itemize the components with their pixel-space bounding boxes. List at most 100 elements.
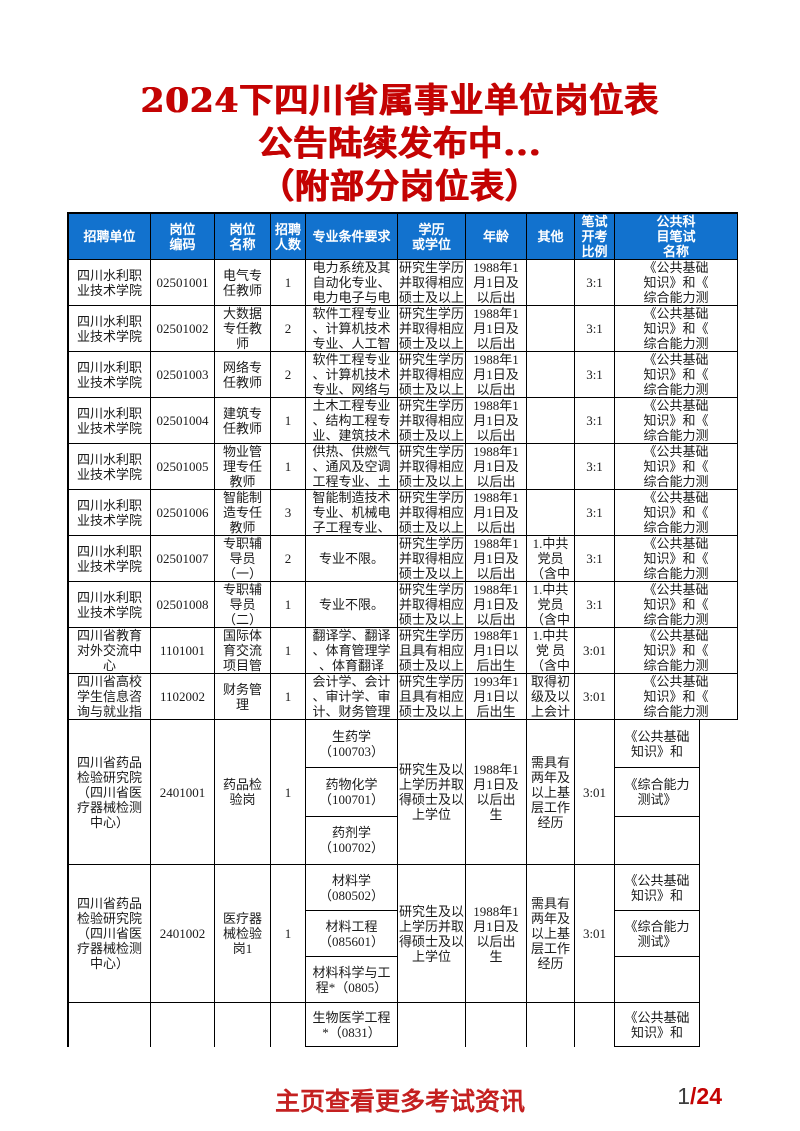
cell-major: 软件工程专业 、计算机技术 专业、网络与 [306,352,398,398]
cell-name: 药品检 验岗 [215,720,271,865]
cell-code: 02501005 [151,444,215,490]
cell-unit [69,1003,151,1047]
cell-code: 02501002 [151,306,215,352]
cell-name [215,1003,271,1047]
cell-other [527,306,575,352]
cell-other [527,444,575,490]
cell-name: 国际体 育交流 项目管 [215,628,271,674]
cell-edu: 研究生学历 且具有相应 硕士及以上 [398,628,466,674]
cell-ratio: 3:1 [575,582,615,628]
header-cell-name: 岗位 名称 [215,214,271,260]
header-cell-major: 专业条件要求 [306,214,398,260]
cell-code: 1102002 [151,674,215,720]
cell-unit: 四川省药品 检验研究院 （四川省医 疗器械检测 中心） [69,865,151,1003]
cell-other: 1.中共 党 员 （含中 [527,628,575,674]
cell-count: 1 [271,865,306,1003]
cell-code: 02501004 [151,398,215,444]
cell-other: 取得初 级及以 上会计 [527,674,575,720]
cell-other: 1.中共 党员 （含中 [527,536,575,582]
cell-code: 2401001 [151,720,215,865]
cell-unit: 四川水利职 业技术学院 [69,536,151,582]
cell-unit: 四川水利职 业技术学院 [69,490,151,536]
header-cell-edu: 学历 或学位 [398,214,466,260]
cell-major: 智能制造技术 专业、机械电 子工程专业、 [306,490,398,536]
exam-part [615,817,699,865]
major-option: 药物化学 （100701） [306,768,397,817]
cell-other [527,352,575,398]
cell-name: 电气专 任教师 [215,260,271,306]
cell-ratio: 3:1 [575,398,615,444]
cell-major: 供热、供燃气 、通风及空调 工程专业、土 [306,444,398,490]
cell-major-stack: 材料学 （080502） 材料工程 （085601） 材料科学与工 程*（080… [306,865,398,1003]
cell-edu: 研究生学历 并取得相应 硕士及以上 [398,536,466,582]
cell-age: 1988年1 月1日以 后出生 [466,628,527,674]
major-option: 材料科学与工 程*（0805） [312,964,391,995]
cell-edu: 研究生学历 且具有相应 硕士及以上 [398,674,466,720]
cell-exam: 《公共基础 知识》和《 综合能力测 [615,628,738,674]
cell-count: 3 [271,490,306,536]
cell-other: 1.中共 党员 （含中 [527,582,575,628]
cell-name: 网络专 任教师 [215,352,271,398]
cell-other [527,1003,575,1047]
cell-code [151,1003,215,1047]
title-line-3: （附部分岗位表） [260,167,540,207]
cell-major: 软件工程专业 、计算机技术 专业、人工智 [306,306,398,352]
cell-count: 2 [271,536,306,582]
cell-count: 1 [271,398,306,444]
cell-major: 电力系统及其 自动化专业、 电力电子与电 [306,260,398,306]
page-title: 2024下四川省属事业单位岗位表 公告陆续发布中... （附部分岗位表） [0,80,800,209]
page-number: 1/24 [677,1083,722,1110]
cell-code: 02501007 [151,536,215,582]
cell-count [271,1003,306,1047]
cell-age: 1988年1 月1日及 以后出 [466,490,527,536]
cell-age [466,1003,527,1047]
cell-edu [398,1003,466,1047]
cell-code: 02501003 [151,352,215,398]
header-cell-ratio: 笔试 开考 比例 [575,214,615,260]
header-cell-code: 岗位 编码 [151,214,215,260]
cell-name: 智能制 造专任 教师 [215,490,271,536]
cell-count: 1 [271,628,306,674]
cell-exam: 《公共基础 知识》和《 综合能力测 [615,582,738,628]
cell-ratio: 3:1 [575,490,615,536]
cell-unit: 四川水利职 业技术学院 [69,398,151,444]
exam-boxes: 《公共基础 知识》和 《综合能力 测试》 [615,865,700,1003]
cell-exam-stack: 《公共基础 知识》和 《综合能力 测试》 [615,865,738,1003]
cell-age: 1988年1 月1日及 以后出 [466,398,527,444]
cell-exam: 《公共基础 知识》和《 综合能力测 [615,490,738,536]
exam-box: 《公共基础 知识》和 [615,1003,700,1047]
cell-age: 1988年1 月1日及 以后出 [466,582,527,628]
cell-edu: 研究生学历 并取得相应 硕士及以上 [398,352,466,398]
cell-ratio: 3:1 [575,352,615,398]
cell-edu: 研究生学历 并取得相应 硕士及以上 [398,490,466,536]
cell-edu: 研究生学历 并取得相应 硕士及以上 [398,398,466,444]
cell-count: 1 [271,674,306,720]
cell-edu: 研究生学历 并取得相应 硕士及以上 [398,306,466,352]
cell-name: 大数据 专任教 师 [215,306,271,352]
cell-other: 需具有 两年及 以上基 层工作 经历 [527,865,575,1003]
positions-table: 招聘单位 岗位 编码 岗位 名称 招聘 人数 专业条件要求 学历 或学位 年龄 … [67,212,738,1047]
major-option: 药剂学 （100702） [318,825,384,856]
cell-code: 02501006 [151,490,215,536]
cell-count: 1 [271,260,306,306]
cell-age: 1988年1 月1日及 以后出 [466,306,527,352]
cell-name: 专职辅 导员 （二） [215,582,271,628]
cell-age: 1988年1 月1日及 以后出 生 [466,865,527,1003]
cell-exam: 《公共基础 知识》和《 综合能力测 [615,674,738,720]
cell-code: 2401002 [151,865,215,1003]
cell-major: 翻译学、翻译 、体育管理学 、体育翻译 [306,628,398,674]
cell-count: 2 [271,306,306,352]
cell-unit: 四川省教育 对外交流中 心 [69,628,151,674]
cell-ratio: 3:01 [575,674,615,720]
cell-exam-stack: 《公共基础 知识》和 《综合能力 测试》 [615,720,738,865]
exam-part: 《综合能力 测试》 [615,911,699,957]
cell-ratio: 3:1 [575,306,615,352]
major-option: 材料学 （080502） [306,865,397,911]
header-cell-exam: 公共科 目笔试 名称 [615,214,738,260]
cell-name: 财务管 理 [215,674,271,720]
cell-unit: 四川水利职 业技术学院 [69,582,151,628]
cell-major: 专业不限。 [306,536,398,582]
cell-exam: 《公共基础 知识》和《 综合能力测 [615,536,738,582]
cell-count: 1 [271,582,306,628]
